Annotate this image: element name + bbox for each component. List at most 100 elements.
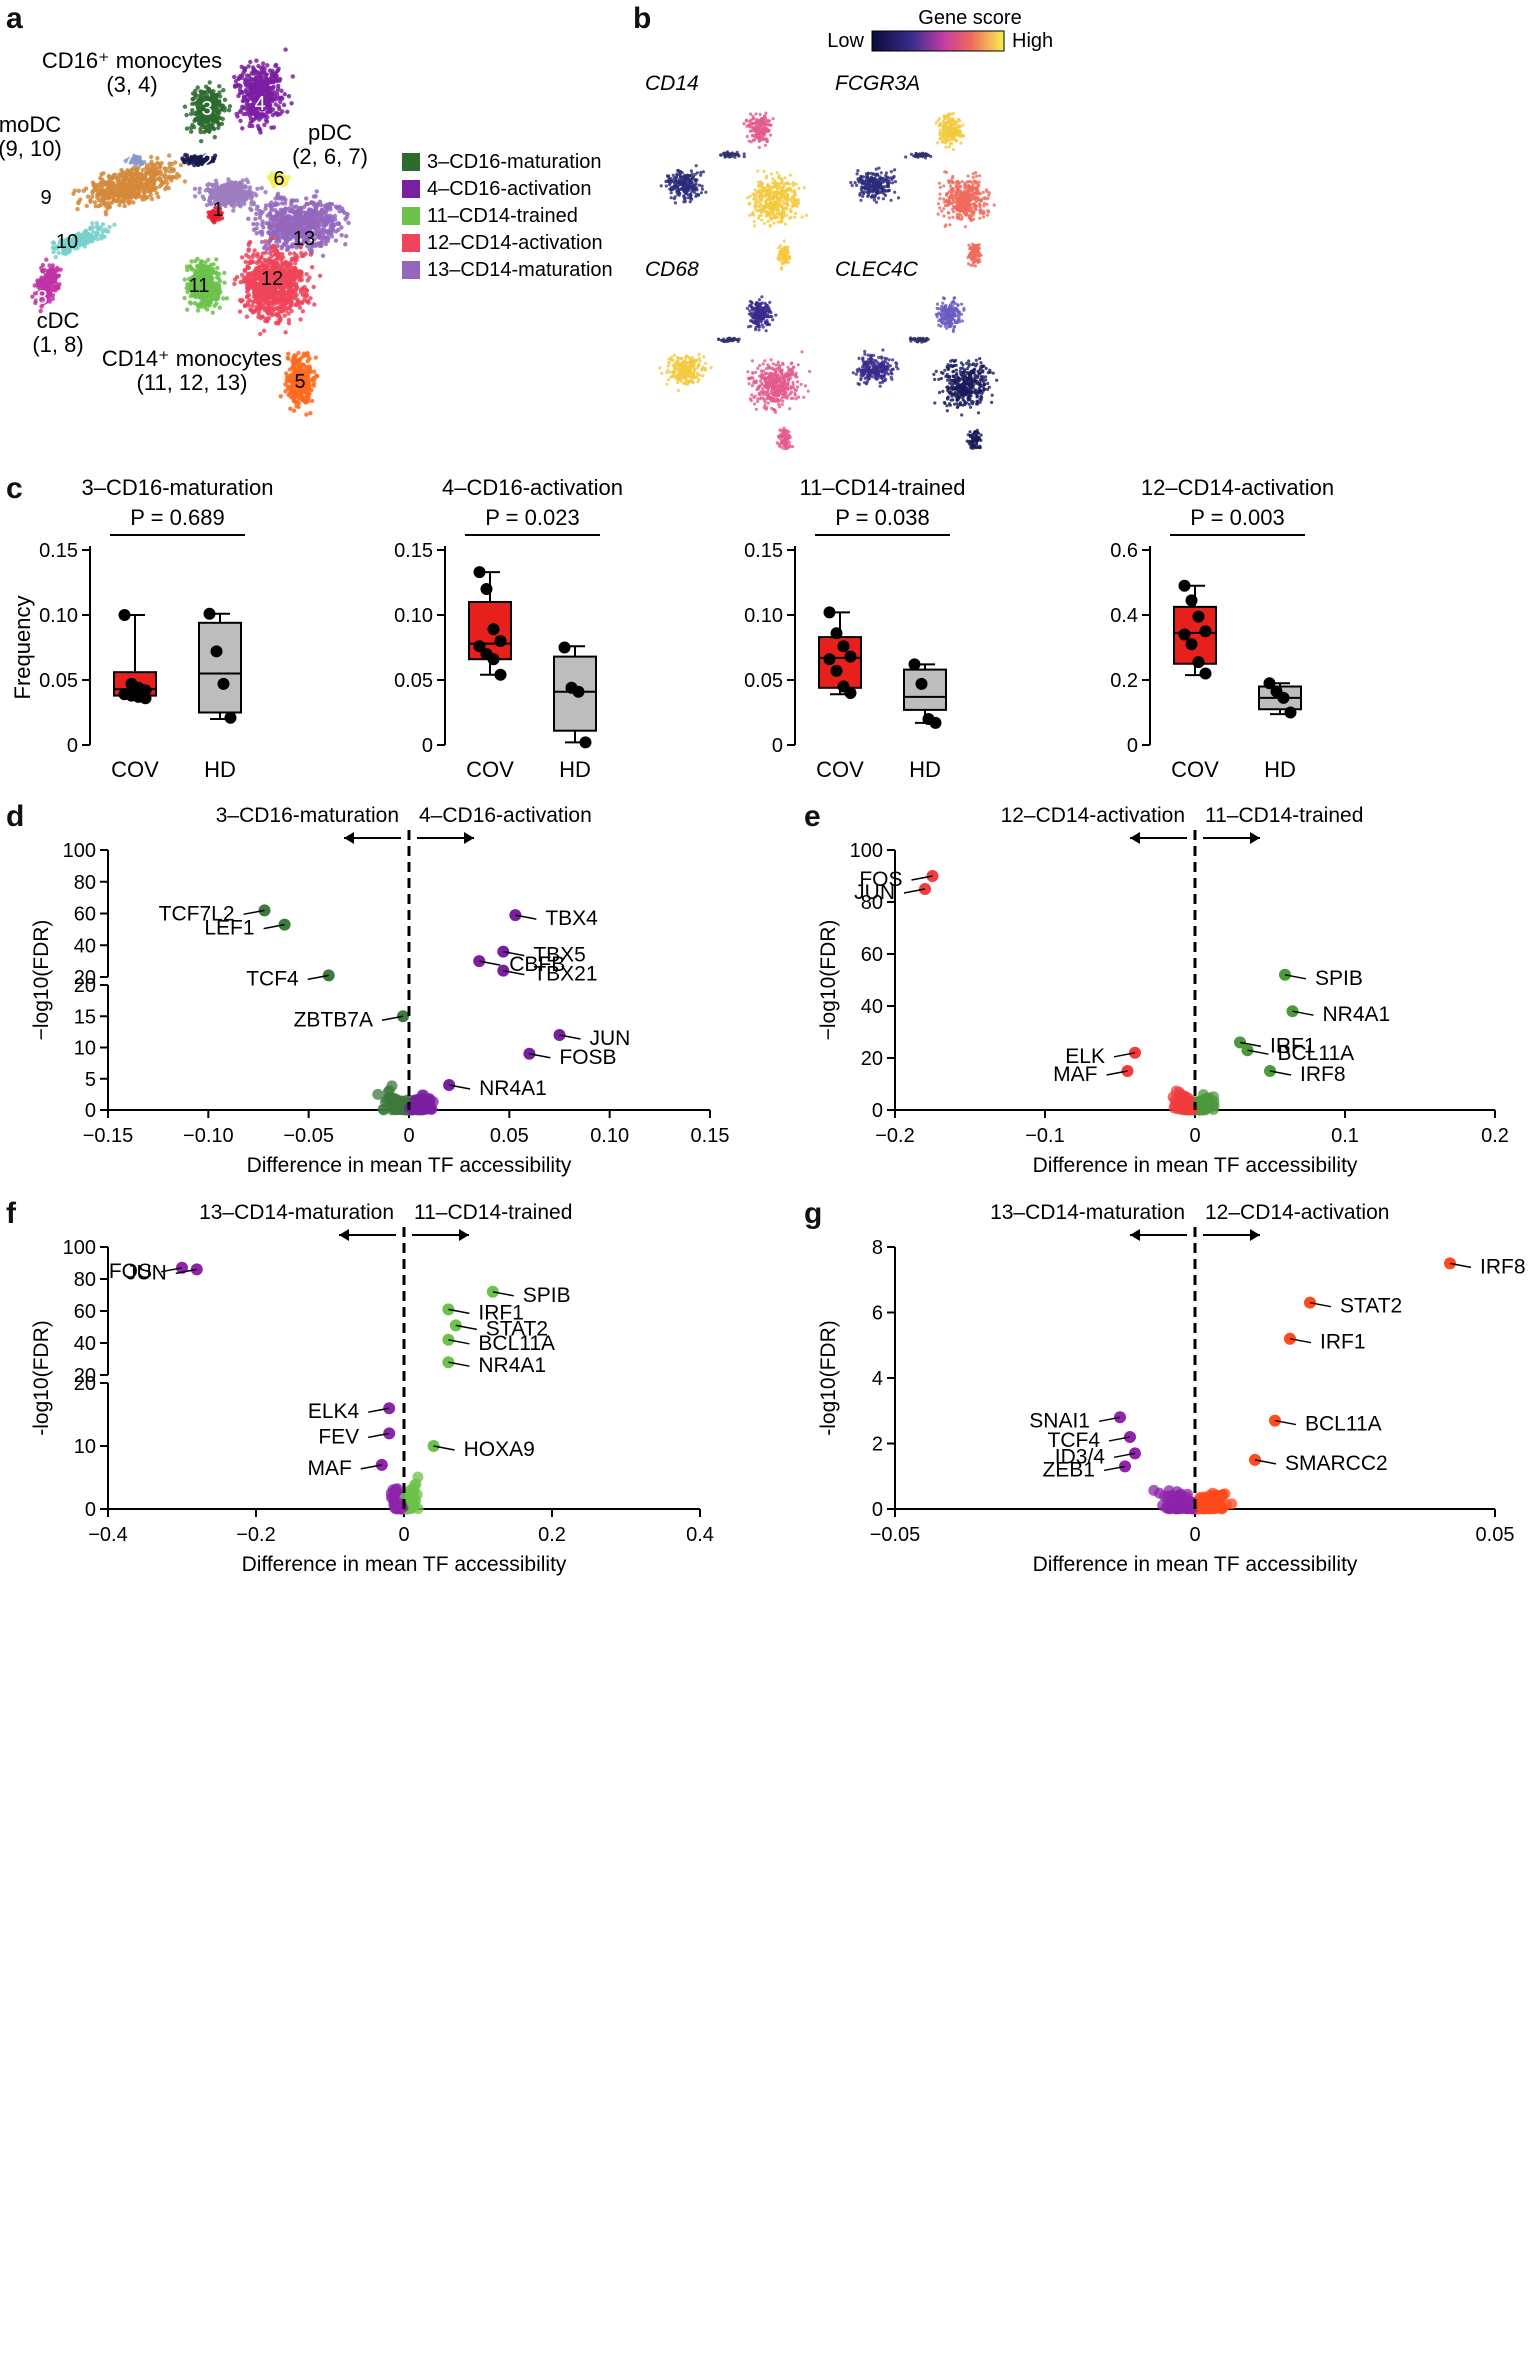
umap-point [184,112,189,118]
umap-point [60,238,66,243]
umap-point [268,108,273,114]
umap-point [115,182,120,188]
umap-point [268,307,274,312]
umap-point [156,194,161,200]
gene-point [664,179,668,184]
gene-point [764,138,768,142]
umap-point [182,295,187,301]
umap-point [268,281,273,286]
umap-point [86,232,92,237]
umap-point [275,313,280,318]
umap-point [250,254,255,260]
umap-point [195,85,200,90]
umap-point [244,177,249,182]
umap-point [305,278,310,283]
gene-point [689,194,693,198]
umap-point [302,398,307,403]
umap-point [270,235,275,241]
gene-point [679,180,683,185]
umap-point [127,171,133,177]
umap-point [286,311,291,316]
umap-point [265,63,270,68]
umap-point [293,215,299,220]
umap-point [232,74,237,80]
gene-point [685,186,689,190]
umap-point [328,207,333,212]
gene-point [762,132,767,137]
umap-point [333,238,339,243]
umap-point [54,244,60,249]
umap-point [202,305,208,310]
gene-point [769,133,773,137]
umap-point [238,204,243,209]
umap-point [269,200,274,205]
umap-point [112,222,117,227]
umap-point [313,194,318,199]
cluster-number: 10 [56,231,78,253]
gene-point [745,124,749,128]
umap-point [167,153,172,158]
legend-label: 4–CD16-activation [427,178,592,200]
umap-point [248,59,253,65]
umap-point [280,215,286,220]
umap-point [214,270,219,276]
umap-point [46,270,51,275]
umap-point [249,194,254,199]
gene-point [804,213,809,217]
umap-point [248,120,253,126]
umap-point [245,90,250,95]
umap-point [270,231,276,236]
umap-point [294,284,300,290]
umap-point [261,73,267,79]
umap-point [318,235,323,241]
gene-point [681,184,685,188]
umap-point [203,270,209,276]
gene-point [780,218,784,222]
umap-point [94,230,100,236]
umap-point [154,191,160,196]
umap-point [52,276,57,282]
umap-point [213,218,218,223]
umap-point [254,206,260,212]
umap-point [263,206,268,211]
umap-point [266,310,272,316]
gene-point [769,172,774,176]
umap-point [325,204,330,210]
umap-point [252,280,258,285]
umap-point [127,201,132,206]
umap-point [254,266,259,271]
umap-point [310,243,315,248]
umap-point [103,212,109,217]
umap-point [283,285,288,290]
panel-label-b: b [633,2,652,35]
umap-point [242,267,247,273]
gene-point [763,143,768,147]
gene-point [659,184,663,188]
umap-point [279,284,284,290]
umap-point [305,299,310,304]
umap-point [199,139,204,144]
umap-point [276,104,281,109]
umap-point [294,302,299,308]
umap-point [283,371,289,376]
umap-point [32,283,37,288]
umap-point [211,98,216,103]
umap-cluster-4 [232,47,295,135]
umap-point [304,272,309,277]
umap-point [243,259,248,265]
umap-point [262,85,267,91]
umap-point [107,174,113,180]
gene-point [699,173,703,177]
umap-point [146,168,151,173]
umap-point [258,331,263,337]
umap-point [91,183,96,188]
umap-point [212,135,217,140]
umap-point [339,233,344,238]
group-clusters-modc: (9, 10) [0,136,62,161]
umap-point [154,185,159,191]
umap-point [212,200,218,205]
umap-point [162,166,167,171]
umap-point [269,259,274,264]
umap-point [220,193,226,198]
umap-point [329,234,335,239]
